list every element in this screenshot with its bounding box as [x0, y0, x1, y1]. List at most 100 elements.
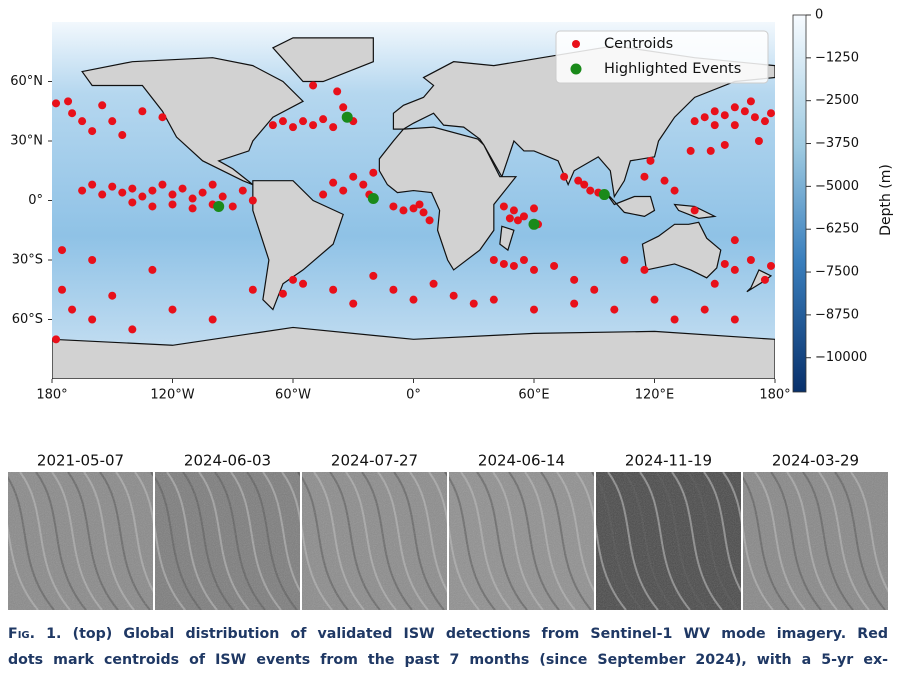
- centroid-point: [730, 103, 739, 112]
- centroid-point: [248, 285, 257, 294]
- centroid-point: [349, 172, 358, 181]
- x-tick-label: 0°: [406, 388, 421, 403]
- centroid-point: [138, 107, 147, 116]
- continent: [746, 269, 773, 293]
- centroid-point: [64, 97, 73, 106]
- centroid-point: [208, 180, 217, 189]
- colorbar-tick-label: −2500: [815, 93, 859, 108]
- centroid-point: [333, 87, 342, 96]
- centroid-point: [690, 206, 699, 215]
- x-tick-label: 120°E: [635, 388, 675, 403]
- centroid-point: [278, 289, 287, 298]
- centroid-point: [519, 212, 528, 221]
- centroid-point: [550, 261, 559, 270]
- caption-line: dots mark centroids of ISW events from t…: [8, 652, 888, 668]
- centroid-point: [88, 127, 97, 136]
- centroid-point: [570, 275, 579, 284]
- centroid-point: [660, 176, 669, 185]
- panel-noise: [449, 472, 594, 610]
- centroid-point: [519, 256, 528, 264]
- centroid-point: [640, 265, 649, 274]
- centroid-point: [52, 335, 61, 344]
- centroid-point: [530, 265, 538, 274]
- centroid-point: [560, 172, 569, 181]
- centroid-point: [570, 299, 579, 308]
- centroid-point: [148, 265, 157, 274]
- colorbar-tick-label: −7500: [815, 265, 859, 280]
- highlight-point: [598, 189, 610, 201]
- centroid-point: [339, 186, 348, 195]
- panel-date: 2021-05-07: [37, 452, 124, 470]
- colorbar-label: Depth (m): [878, 164, 894, 236]
- centroid-point: [88, 180, 97, 189]
- colorbar-tick-label: −10000: [815, 350, 867, 365]
- centroid-point: [52, 99, 61, 108]
- continent: [641, 221, 722, 279]
- centroid-point: [409, 295, 418, 304]
- centroid-point: [88, 256, 97, 264]
- centroid-point: [329, 178, 338, 187]
- centroid-point: [670, 315, 679, 324]
- continent: [378, 126, 518, 271]
- centroid-point: [409, 204, 418, 213]
- panel-noise: [155, 472, 300, 610]
- x-tick-label: 180°: [759, 388, 790, 403]
- centroid-point: [746, 97, 755, 106]
- figure: Centroids Highlighted Events Depth (m) 60…: [8, 8, 894, 610]
- centroid-point: [449, 291, 458, 300]
- centroid-point: [730, 265, 739, 274]
- centroid-point: [586, 186, 595, 195]
- centroid-point: [188, 194, 197, 203]
- centroid-point: [530, 204, 538, 213]
- centroid-point: [138, 192, 147, 201]
- colorbar-tick-label: −6250: [815, 222, 859, 237]
- centroid-point: [278, 117, 287, 126]
- centroid-point: [128, 198, 137, 207]
- centroid-point: [168, 190, 177, 199]
- panel-date: 2024-07-27: [331, 452, 418, 470]
- centroid-point: [730, 236, 739, 245]
- centroid-point: [168, 200, 177, 209]
- fig-label: Fig. 1.: [8, 626, 62, 642]
- panel-titles: 2021-05-07 2024-06-03 2024-07-27 2024-06-14…: [37, 452, 859, 470]
- centroid-point: [128, 325, 137, 334]
- centroid-point: [208, 315, 217, 324]
- caption-line: Fig. 1. (top) Global distribution of val…: [8, 626, 888, 642]
- centroid-point: [58, 285, 67, 294]
- colorbar-tick-label: −1250: [815, 50, 859, 65]
- centroid-point: [68, 109, 77, 118]
- centroid-point: [590, 285, 599, 294]
- centroid-point: [766, 261, 775, 270]
- centroid-point: [369, 271, 378, 280]
- centroid-point: [754, 137, 763, 145]
- centroid-point: [88, 315, 97, 324]
- centroid-point: [620, 256, 629, 264]
- centroid-point: [574, 176, 583, 185]
- centroid-point: [329, 123, 338, 132]
- centroid-point: [118, 131, 127, 140]
- centroid-point: [499, 259, 508, 268]
- centroid-point: [339, 103, 348, 112]
- panel-noise: [8, 472, 153, 610]
- centroid-point: [740, 107, 749, 116]
- centroid-point: [650, 295, 659, 304]
- centroid-point: [108, 291, 117, 300]
- centroid-point: [68, 305, 77, 314]
- colorbar-tick-label: −5000: [815, 179, 859, 194]
- centroid-point: [686, 146, 695, 155]
- legend-label: Highlighted Events: [604, 61, 741, 77]
- y-tick-label: 30°N: [10, 134, 43, 149]
- continent: [271, 37, 374, 83]
- centroid-point: [505, 214, 514, 223]
- legend-box: [555, 30, 769, 84]
- centroid-point: [289, 123, 297, 132]
- centroid-point: [148, 202, 157, 211]
- continent: [52, 326, 775, 379]
- centroid-point: [750, 113, 759, 122]
- centroid-point: [690, 117, 699, 126]
- centroid-point: [118, 188, 127, 197]
- centroid-point: [188, 204, 197, 213]
- centroid-point: [489, 256, 498, 264]
- continent: [81, 57, 305, 186]
